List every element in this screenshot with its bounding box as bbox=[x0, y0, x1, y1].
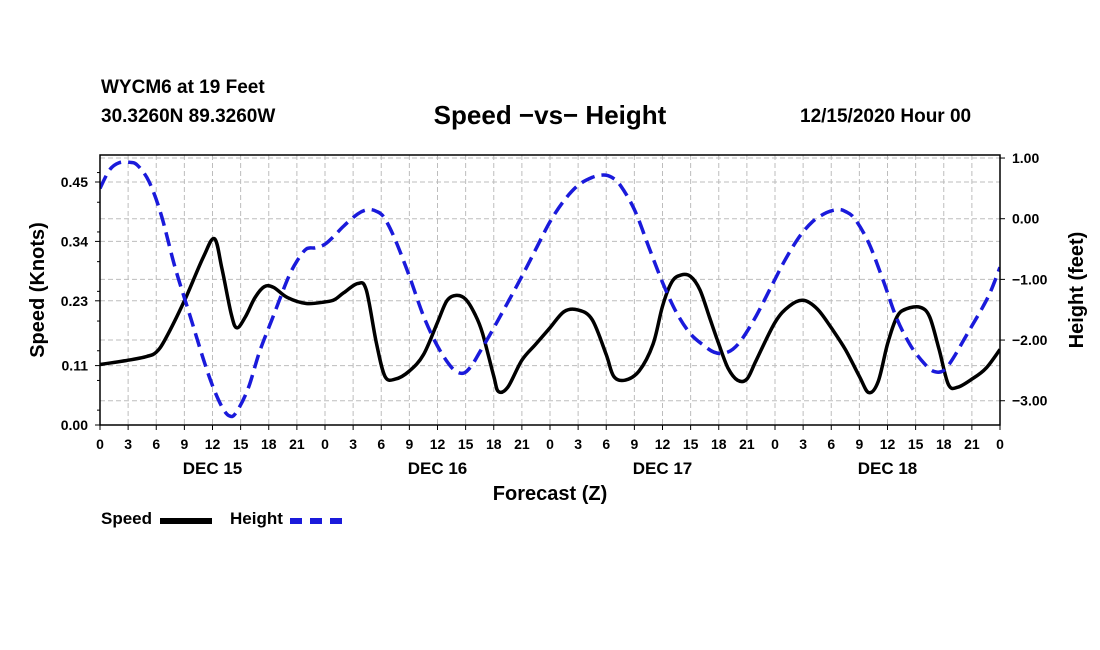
x-tick-label: 9 bbox=[405, 436, 413, 452]
x-tick-label: 3 bbox=[349, 436, 357, 452]
x-tick-label: 6 bbox=[827, 436, 835, 452]
x-tick-label: 12 bbox=[880, 436, 896, 452]
y2-tick-label: −1.00 bbox=[1012, 271, 1048, 287]
x-tick-label: 15 bbox=[233, 436, 249, 452]
chart-title: Speed −vs− Height bbox=[0, 100, 1100, 131]
axis-labels: 0 3 6 9 12 15 18 21 0 3 6 9 12 15 18 21 0 3 6 9 12 15 18 21 0 3 6 9… bbox=[27, 150, 1088, 505]
legend-height-label: Height bbox=[230, 509, 283, 528]
x-tick-label: 6 bbox=[602, 436, 610, 452]
x-tick-label: 18 bbox=[486, 436, 502, 452]
day-label: DEC 17 bbox=[633, 459, 693, 478]
x-tick-label: 0 bbox=[321, 436, 329, 452]
x-tick-label: 15 bbox=[683, 436, 699, 452]
legend-speed-label: Speed bbox=[101, 509, 153, 528]
y-tick-label: 0.45 bbox=[61, 174, 88, 190]
x-tick-label: 3 bbox=[124, 436, 132, 452]
station-label: WYCM6 at 19 Feet bbox=[101, 77, 265, 98]
plot-frame bbox=[99, 154, 1001, 426]
legend-height-swatch bbox=[290, 518, 342, 524]
x-tick-label: 9 bbox=[630, 436, 638, 452]
x-tick-label: 9 bbox=[855, 436, 863, 452]
x-axis-title: Forecast (Z) bbox=[493, 483, 607, 505]
y2-tick-label: 0.00 bbox=[1012, 211, 1039, 227]
x-tick-label: 21 bbox=[964, 436, 980, 452]
x-tick-label: 12 bbox=[205, 436, 221, 452]
y2-tick-label: −2.00 bbox=[1012, 332, 1048, 348]
series-line-height bbox=[100, 160, 1000, 419]
y-tick-label: 0.23 bbox=[61, 293, 88, 309]
x-tick-label: 0 bbox=[546, 436, 554, 452]
series-lines bbox=[100, 160, 1000, 419]
y-tick-label: 0.00 bbox=[61, 417, 88, 433]
x-tick-label: 0 bbox=[96, 436, 104, 452]
x-tick-label: 0 bbox=[771, 436, 779, 452]
x-tick-label: 0 bbox=[996, 436, 1004, 452]
day-label: DEC 16 bbox=[408, 459, 468, 478]
y-axis-title: Speed (Knots) bbox=[27, 222, 49, 358]
x-tick-label: 18 bbox=[936, 436, 952, 452]
series-line-speed bbox=[100, 236, 1000, 395]
x-tick-label: 3 bbox=[799, 436, 807, 452]
grid-lines bbox=[100, 155, 1000, 425]
forecast-datetime: 12/15/2020 Hour 00 bbox=[800, 106, 972, 127]
x-tick-label: 21 bbox=[739, 436, 755, 452]
y2-tick-label: −3.00 bbox=[1012, 393, 1048, 409]
x-tick-label: 12 bbox=[430, 436, 446, 452]
x-tick-label: 15 bbox=[908, 436, 924, 452]
x-tick-label: 21 bbox=[289, 436, 305, 452]
y-tick-label: 0.11 bbox=[62, 358, 89, 374]
day-label: DEC 18 bbox=[858, 459, 918, 478]
x-tick-label: 18 bbox=[711, 436, 727, 452]
x-tick-label: 3 bbox=[574, 436, 582, 452]
x-tick-label: 6 bbox=[377, 436, 385, 452]
x-tick-label: 15 bbox=[458, 436, 474, 452]
x-tick-label: 12 bbox=[655, 436, 671, 452]
legend-speed-swatch bbox=[160, 518, 212, 524]
y2-axis-title: Height (feet) bbox=[1066, 232, 1088, 349]
x-tick-label: 6 bbox=[152, 436, 160, 452]
chart-title-text: Speed −vs− Height bbox=[433, 100, 667, 130]
y2-tick-label: 1.00 bbox=[1012, 150, 1039, 166]
station-coordinates: 30.3260N 89.3260W bbox=[101, 106, 276, 127]
x-tick-label: 9 bbox=[180, 436, 188, 452]
y-tick-label: 0.34 bbox=[61, 233, 88, 249]
x-tick-label: 21 bbox=[514, 436, 530, 452]
x-tick-label: 18 bbox=[261, 436, 277, 452]
day-label: DEC 15 bbox=[183, 459, 243, 478]
